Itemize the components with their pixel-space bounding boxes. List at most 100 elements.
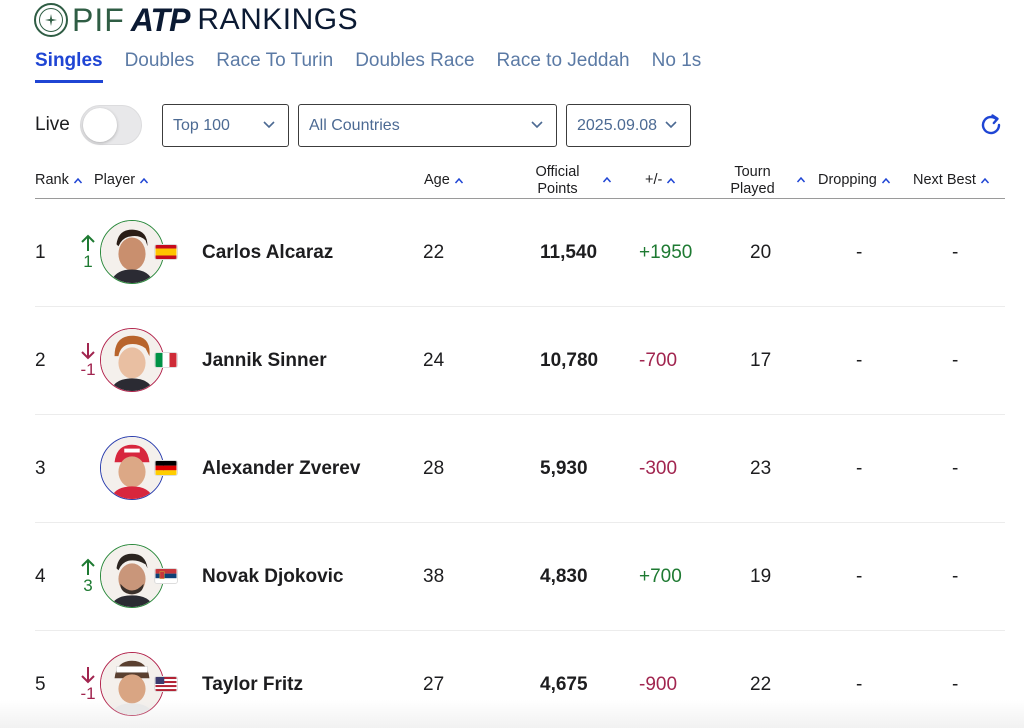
rank-move: -1 xyxy=(79,631,97,728)
player-points: 5,930 xyxy=(540,458,588,479)
col-played-label-1: Tourn xyxy=(734,164,771,180)
player-nextbest: - xyxy=(952,674,959,695)
germany-flag-icon xyxy=(154,460,178,476)
player-played: 23 xyxy=(750,458,772,479)
player-age: 24 xyxy=(423,350,445,371)
col-nextbest[interactable]: Next Best xyxy=(913,172,990,189)
player-played: 22 xyxy=(750,674,772,695)
rank-value: 2 xyxy=(35,350,46,371)
sort-caret-icon xyxy=(140,177,149,183)
player-name[interactable]: Carlos Alcaraz xyxy=(202,242,334,263)
table-row[interactable]: 1 1 Carlos Alcaraz 22 11,540 +1950 20 - … xyxy=(35,199,1005,307)
italy-flag-icon xyxy=(154,352,178,368)
col-rank[interactable]: Rank xyxy=(35,172,83,189)
col-dropping[interactable]: Dropping xyxy=(818,172,891,189)
date-select-value: 2025.09.08 xyxy=(577,116,658,134)
player-plusminus: -700 xyxy=(639,350,678,371)
country-select[interactable]: All Countries xyxy=(298,104,557,147)
live-toggle[interactable] xyxy=(80,105,142,145)
date-select[interactable]: 2025.09.08 xyxy=(566,104,691,147)
rank-move-value: -1 xyxy=(80,360,96,379)
col-played-label-2: Played xyxy=(730,181,775,197)
refresh-icon[interactable] xyxy=(978,112,1004,138)
rank-value: 1 xyxy=(35,242,46,263)
tab-race-to-jeddah[interactable]: Race to Jeddah xyxy=(496,50,630,71)
range-select-value: Top 100 xyxy=(173,116,230,134)
player-avatar[interactable] xyxy=(100,544,164,608)
player-name[interactable]: Alexander Zverev xyxy=(202,458,361,479)
range-select[interactable]: Top 100 xyxy=(162,104,289,147)
rank-move-value: -1 xyxy=(80,684,96,703)
player-avatar[interactable] xyxy=(100,328,164,392)
bottom-fade xyxy=(0,700,1024,728)
country-select-value: All Countries xyxy=(309,116,400,134)
player-dropping: - xyxy=(856,350,863,371)
player-name[interactable]: Taylor Fritz xyxy=(202,674,303,695)
col-plusminus[interactable]: +/- xyxy=(645,172,676,189)
player-avatar[interactable] xyxy=(100,220,164,284)
live-label: Live xyxy=(35,114,70,135)
player-plusminus: +700 xyxy=(639,566,682,587)
player-played: 20 xyxy=(750,242,772,263)
player-plusminus: -300 xyxy=(639,458,678,479)
rank-move-value: 3 xyxy=(83,576,93,595)
sort-caret-icon[interactable] xyxy=(602,175,612,185)
arrow-down-icon xyxy=(81,667,95,684)
player-points: 10,780 xyxy=(540,350,599,371)
col-dropping-label: Dropping xyxy=(818,172,877,188)
rank-move: -1 xyxy=(79,307,97,415)
table-row[interactable]: 4 3 Novak Djokovic 38 4,830 +700 19 - - xyxy=(35,523,1005,631)
tab-singles[interactable]: Singles xyxy=(35,50,103,83)
tab-no-1s[interactable]: No 1s xyxy=(651,50,702,71)
tab-doubles[interactable]: Doubles xyxy=(124,50,195,71)
col-player-label: Player xyxy=(94,172,136,188)
player-nextbest: - xyxy=(952,350,959,371)
table-row[interactable]: 3 Alexander Zverev 28 5,930 -300 23 - - xyxy=(35,415,1005,523)
player-age: 38 xyxy=(423,566,445,587)
rank-value: 3 xyxy=(35,458,46,479)
chevron-down-icon xyxy=(531,121,543,129)
chevron-down-icon xyxy=(263,121,275,129)
live-toggle-knob xyxy=(83,108,117,142)
sort-caret-icon xyxy=(881,177,890,183)
arrow-up-icon xyxy=(81,234,95,251)
player-plusminus: -900 xyxy=(639,674,678,695)
col-age-label: Age xyxy=(424,172,450,188)
rank-value: 4 xyxy=(35,566,46,587)
table-row[interactable]: 2 -1 Jannik Sinner 24 10,780 -700 17 - - xyxy=(35,307,1005,415)
tab-doubles-race[interactable]: Doubles Race xyxy=(355,50,475,71)
sort-caret-icon xyxy=(73,177,82,183)
player-dropping: - xyxy=(856,674,863,695)
arrow-down-icon xyxy=(81,343,95,360)
player-played: 19 xyxy=(750,566,772,587)
usa-flag-icon xyxy=(154,676,178,692)
col-points[interactable]: Official Points xyxy=(530,164,585,198)
player-points: 4,830 xyxy=(540,566,588,587)
col-rank-label: Rank xyxy=(35,172,69,188)
sort-caret-icon xyxy=(667,177,676,183)
col-player[interactable]: Player xyxy=(94,172,149,189)
player-plusminus: +1950 xyxy=(639,242,693,263)
player-nextbest: - xyxy=(952,242,959,263)
col-played[interactable]: Tourn Played xyxy=(725,164,780,198)
player-avatar[interactable] xyxy=(100,436,164,500)
player-dropping: - xyxy=(856,458,863,479)
player-age: 28 xyxy=(423,458,445,479)
ranking-tabs: Singles Doubles Race To Turin Doubles Ra… xyxy=(35,50,723,83)
player-played: 17 xyxy=(750,350,772,371)
tab-race-to-turin[interactable]: Race To Turin xyxy=(216,50,334,71)
spain-flag-icon xyxy=(154,244,178,260)
player-age: 27 xyxy=(423,674,445,695)
col-age[interactable]: Age xyxy=(424,172,464,189)
chevron-down-icon xyxy=(665,121,677,129)
player-nextbest: - xyxy=(952,566,959,587)
rank-value: 5 xyxy=(35,674,46,695)
player-dropping: - xyxy=(856,242,863,263)
rank-move: 3 xyxy=(79,523,97,631)
player-name[interactable]: Novak Djokovic xyxy=(202,566,344,587)
brand-logo[interactable]: PIF ATP RANKINGS xyxy=(34,1,358,39)
sort-caret-icon[interactable] xyxy=(796,175,806,185)
player-dropping: - xyxy=(856,566,863,587)
brand-rankings: RANKINGS xyxy=(197,3,359,36)
player-name[interactable]: Jannik Sinner xyxy=(202,350,327,371)
